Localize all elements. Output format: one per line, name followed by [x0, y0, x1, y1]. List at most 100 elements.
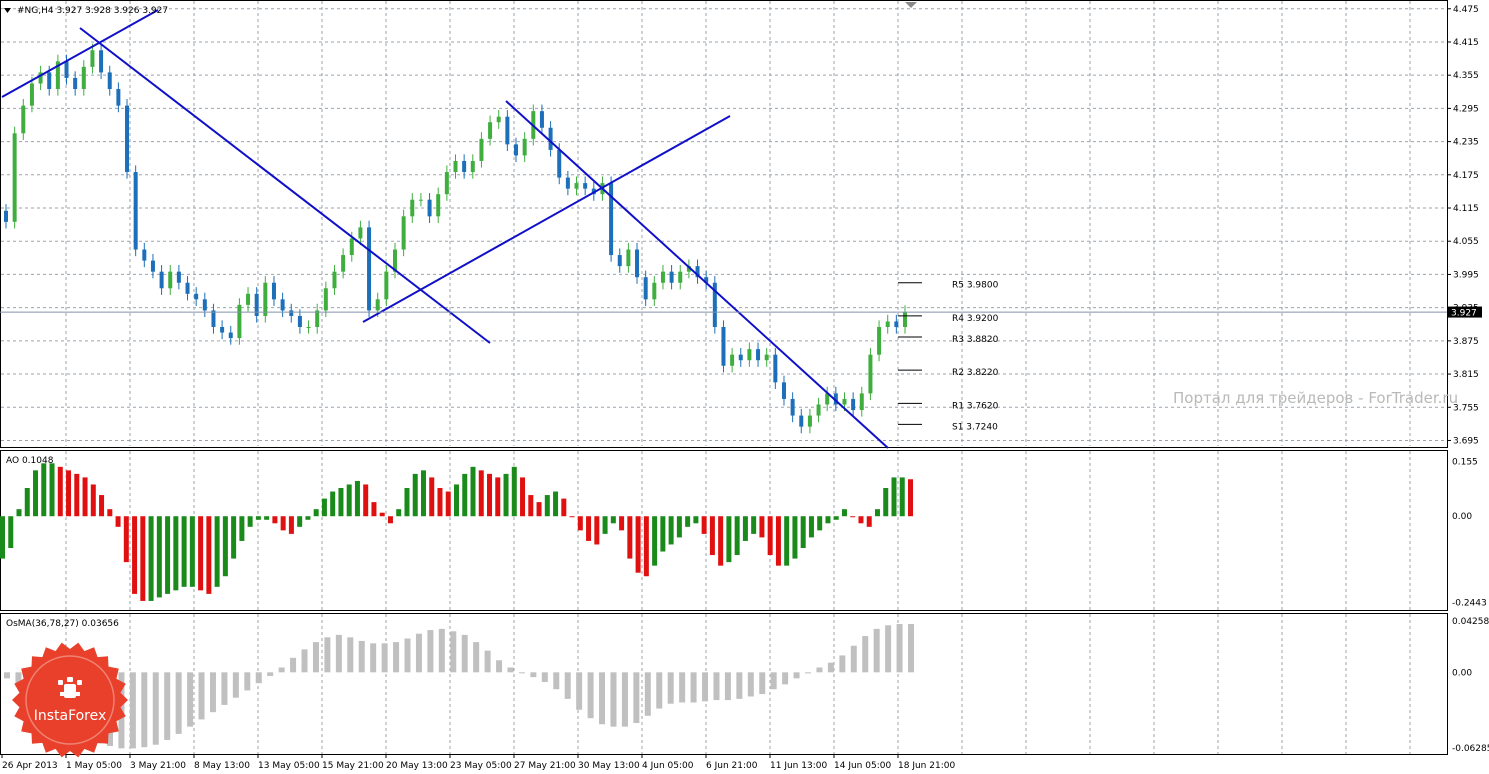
trend-lines[interactable] — [1, 9, 889, 449]
candle-body — [462, 160, 467, 173]
candle-body — [228, 332, 233, 339]
candle-body — [453, 160, 458, 173]
candle-body — [859, 393, 864, 411]
ao-bar — [858, 516, 864, 524]
osma-bar — [553, 672, 560, 690]
candle-body — [246, 293, 251, 305]
candle-body — [332, 271, 337, 289]
osma-bar — [335, 634, 342, 673]
ao-bar — [123, 516, 129, 563]
candle-body — [358, 227, 363, 239]
candle-body — [116, 89, 121, 106]
ao-bar — [90, 484, 96, 517]
osma-bar — [358, 640, 365, 673]
dropdown-icon[interactable] — [4, 8, 11, 13]
pivot-label: R1 3.7620 — [952, 401, 999, 411]
ao-bar — [140, 516, 146, 601]
ao-bar — [643, 516, 649, 577]
ao-bar — [354, 480, 360, 517]
trendline-3[interactable] — [362, 115, 731, 323]
osma-bar — [690, 672, 697, 703]
ao-bar — [346, 484, 352, 517]
trendline-1[interactable] — [1, 9, 159, 98]
osma-bar — [244, 672, 251, 691]
pivot-label: R2 3.8220 — [952, 368, 999, 378]
time-axis: 26 Apr 2013 1 May 05:00 3 May 21:00 8 May 1… — [1, 754, 955, 771]
time-tick-label: 4 Jun 05:00 — [642, 761, 694, 771]
candle-body — [220, 327, 225, 333]
candle-body — [799, 415, 804, 427]
scroll-marker-icon[interactable] — [905, 2, 917, 8]
ao-bar — [594, 516, 600, 545]
ao-bar — [561, 498, 567, 517]
osma-bar — [4, 672, 10, 679]
osma-bar — [141, 672, 148, 748]
ao-bar — [891, 477, 897, 517]
ao-bar — [462, 473, 468, 517]
ao-bar — [800, 516, 806, 548]
candle-body — [444, 172, 449, 195]
candle-body — [211, 310, 216, 328]
osma-bar — [793, 672, 800, 679]
ao-bar — [685, 516, 691, 527]
candle-body — [418, 199, 423, 201]
ao-bar — [718, 516, 724, 566]
osma-bar — [518, 672, 525, 674]
osma-bar — [805, 672, 812, 674]
ao-bar — [429, 477, 435, 517]
candle-body — [548, 127, 553, 150]
candle-body — [254, 293, 259, 316]
candle-body — [315, 310, 320, 328]
price-axis: 4.475 4.415 4.355 4.295 4.235 4.175 4.115 4.055… — [1447, 5, 1479, 446]
ao-bar — [577, 516, 583, 531]
time-tick-label: 1 May 05:00 — [66, 761, 122, 771]
trendline-4[interactable] — [505, 100, 889, 449]
ao-bar — [57, 466, 63, 517]
ao-bar — [544, 495, 550, 517]
ao-bar — [338, 488, 344, 517]
osma-bar — [896, 624, 903, 673]
ao-bar — [470, 466, 476, 517]
ao-bar — [222, 516, 228, 577]
ao-bar — [41, 463, 47, 517]
candle-body — [738, 354, 743, 361]
candle-body — [652, 282, 657, 300]
ao-bar — [396, 509, 402, 517]
ao-bar — [16, 509, 22, 517]
candle-body — [4, 210, 8, 222]
candle-body — [21, 105, 26, 134]
candle-body — [617, 255, 622, 267]
candle-body — [851, 398, 856, 411]
candle-body — [583, 183, 588, 189]
price-tick-label: 4.235 — [1453, 138, 1479, 148]
ao-tick-label: 0.00 — [1452, 512, 1472, 522]
ao-bar — [363, 484, 369, 517]
candle-body — [280, 299, 285, 311]
current-price-tag — [1448, 306, 1482, 318]
candle-body — [38, 72, 43, 84]
osma-panel-frame — [0, 613, 1448, 755]
candle-body — [47, 72, 52, 90]
ao-bar — [511, 466, 517, 517]
osma-bar — [393, 642, 400, 673]
osma-bar — [713, 672, 720, 701]
time-tick-label: 6 Jun 21:00 — [706, 761, 758, 771]
price-tick-label: 4.115 — [1453, 204, 1479, 214]
candle-body — [686, 266, 691, 272]
candle-body — [522, 138, 527, 156]
candle-body — [721, 327, 726, 366]
ao-histogram — [0, 463, 913, 601]
osma-bar — [164, 672, 171, 740]
osma-bar — [278, 667, 285, 673]
ao-bar — [239, 516, 245, 541]
candle-body — [185, 282, 190, 294]
trendline-2[interactable] — [79, 27, 491, 344]
price-tick-label: 4.295 — [1453, 104, 1479, 114]
candle-body — [704, 277, 709, 283]
osma-bar — [290, 657, 297, 673]
candle-body — [142, 249, 147, 261]
ao-bar — [808, 516, 814, 538]
current-price-label: 3.927 — [1451, 309, 1477, 319]
price-panel-frame — [0, 0, 1448, 448]
